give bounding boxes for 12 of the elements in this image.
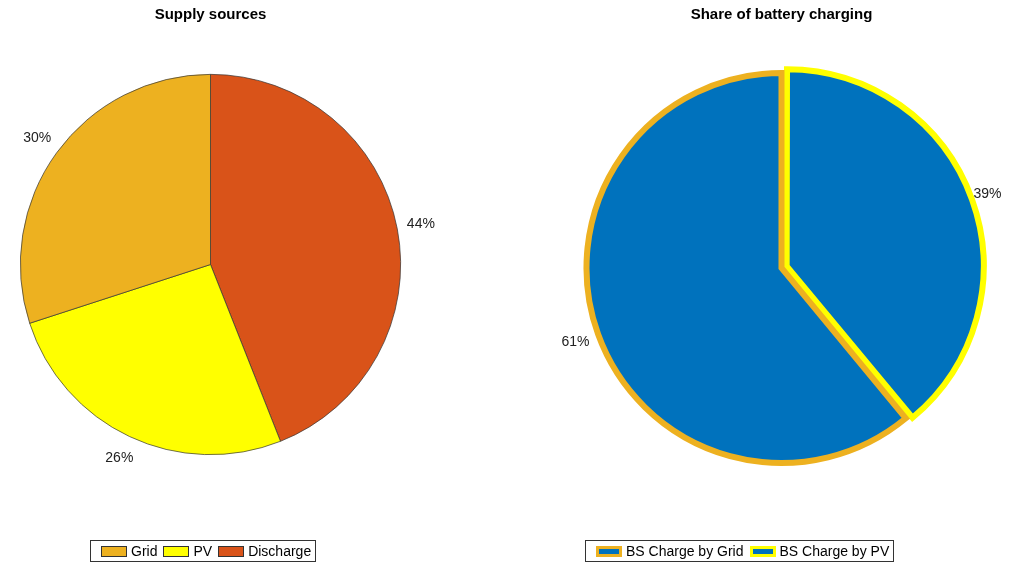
legend-label: BS Charge by PV (779, 543, 890, 559)
legend-label: BS Charge by Grid (626, 543, 744, 559)
legend-label: Discharge (248, 543, 312, 559)
legend-label: PV (193, 543, 213, 559)
chart-title: Share of battery charging (690, 5, 873, 23)
legend-label: Grid (131, 543, 158, 559)
chart-title: Supply sources (154, 5, 267, 23)
data-label: 26% (105, 449, 134, 466)
data-label: 30% (23, 129, 52, 146)
data-label: 39% (973, 184, 1002, 201)
data-label: 61% (561, 333, 590, 350)
data-label: 44% (406, 215, 435, 232)
